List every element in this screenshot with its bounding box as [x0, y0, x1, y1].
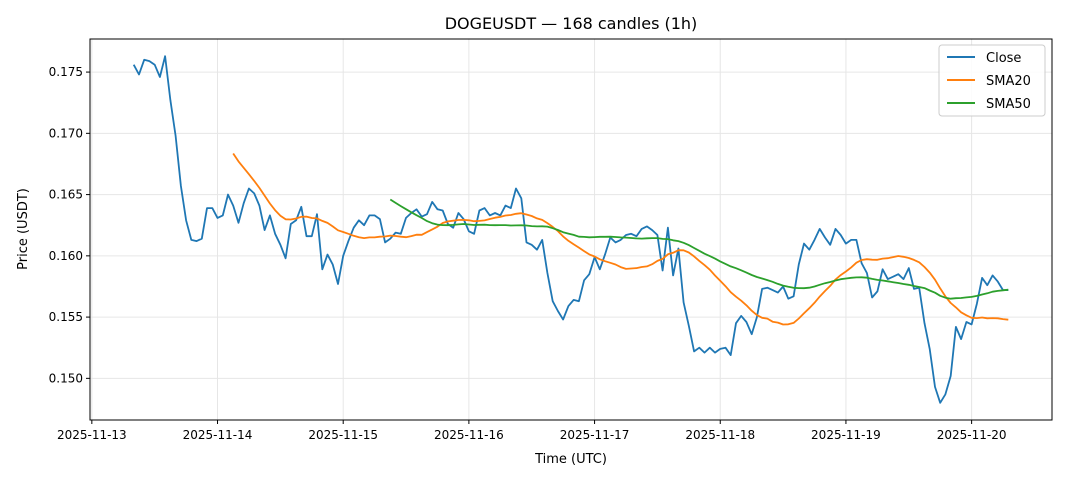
legend-sma50-label: SMA50	[986, 97, 1031, 112]
plot-frame	[89, 38, 1053, 421]
y-tick-label: 0.165	[49, 188, 83, 202]
sma20-line	[232, 152, 1009, 326]
y-axis: 0.150 0.155 0.160 0.165 0.170 0.175	[49, 65, 90, 385]
y-tick-label: 0.155	[49, 310, 83, 324]
x-axis-label: Time (UTC)	[534, 452, 607, 467]
close-line	[132, 55, 1009, 404]
y-tick-label: 0.170	[49, 126, 83, 140]
series-lines	[132, 55, 1009, 404]
legend-sma20-label: SMA20	[986, 74, 1031, 89]
x-tick-label: 2025-11-17	[560, 428, 630, 442]
x-tick-label: 2025-11-20	[937, 428, 1007, 442]
y-tick-label: 0.160	[49, 249, 83, 263]
legend: Close SMA20 SMA50	[938, 44, 1046, 117]
x-tick-label: 2025-11-19	[811, 428, 881, 442]
x-axis: 2025-11-13 2025-11-14 2025-11-15 2025-11-16…	[57, 420, 1007, 442]
y-axis-label: Price (USDT)	[16, 188, 31, 270]
chart-title: DOGEUSDT — 168 candles (1h)	[445, 14, 698, 33]
x-tick-label: 2025-11-16	[434, 428, 504, 442]
y-tick-label: 0.150	[49, 371, 83, 385]
sma50-line	[389, 198, 1009, 300]
y-tick-label: 0.175	[49, 65, 83, 79]
x-tick-label: 2025-11-15	[308, 428, 378, 442]
grid	[90, 39, 1052, 420]
x-tick-label: 2025-11-13	[57, 428, 127, 442]
legend-close-label: Close	[986, 51, 1021, 66]
x-tick-label: 2025-11-14	[183, 428, 253, 442]
x-tick-label: 2025-11-18	[685, 428, 755, 442]
